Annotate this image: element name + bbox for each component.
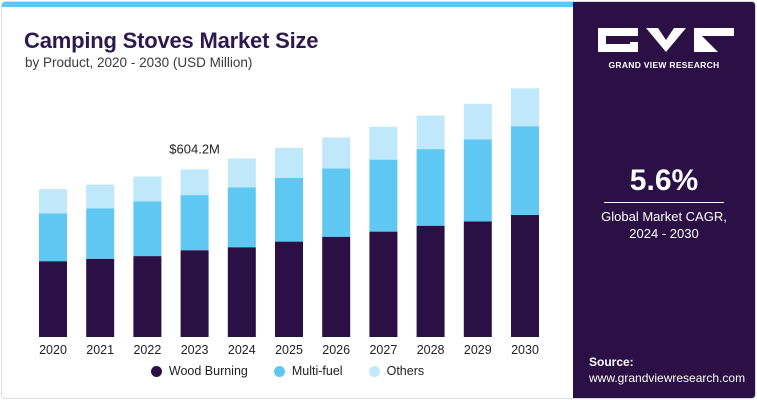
x-tick-label: 2027 xyxy=(369,343,397,357)
bar-multi-fuel-2028 xyxy=(416,149,445,226)
info-sidepanel: GRAND VIEW RESEARCH 5.6% Global Market C… xyxy=(573,2,755,398)
bar-multi-fuel-2021 xyxy=(86,208,115,259)
bar-others-2024 xyxy=(227,158,256,188)
bar-multi-fuel-2023 xyxy=(180,195,209,251)
bar-others-2030 xyxy=(511,88,539,127)
x-tick-label: 2025 xyxy=(275,343,303,357)
x-tick-label: 2022 xyxy=(133,343,161,357)
x-tick-label: 2028 xyxy=(417,343,445,357)
x-tick-label: 2024 xyxy=(228,343,256,357)
bar-others-2025 xyxy=(275,147,303,178)
bar-multi-fuel-2027 xyxy=(369,159,398,232)
bar-wood-burning-2025 xyxy=(275,241,303,337)
gvr-logo-icon xyxy=(598,28,734,52)
bar-others-2027 xyxy=(369,126,398,160)
legend-swatch-others xyxy=(368,365,380,377)
x-tick-label: 2021 xyxy=(86,343,114,357)
bar-others-2028 xyxy=(416,115,445,150)
bar-others-2026 xyxy=(322,137,351,169)
legend-label: Others xyxy=(386,364,425,378)
legend-label: Wood Burning xyxy=(168,364,248,378)
bar-multi-fuel-2029 xyxy=(463,139,492,222)
bar-others-2021 xyxy=(86,184,115,209)
bar-wood-burning-2026 xyxy=(322,236,351,337)
divider xyxy=(604,202,724,203)
bar-others-2020 xyxy=(39,189,67,214)
bar-wood-burning-2030 xyxy=(511,215,539,337)
bar-multi-fuel-2024 xyxy=(227,187,256,248)
source-label: Source: xyxy=(589,355,634,369)
bar-multi-fuel-2025 xyxy=(275,177,303,242)
source-link[interactable]: www.grandviewresearch.com xyxy=(589,371,746,385)
x-tick-label: 2030 xyxy=(511,343,539,357)
bar-others-2029 xyxy=(463,103,492,140)
bar-wood-burning-2021 xyxy=(86,258,115,337)
x-tick-label: 2020 xyxy=(39,343,67,357)
x-tick-label: 2026 xyxy=(322,343,350,357)
bar-wood-burning-2028 xyxy=(416,225,445,337)
chart-subtitle: by Product, 2020 - 2030 (USD Million) xyxy=(25,55,253,70)
legend-item-others: Others xyxy=(368,364,425,378)
bar-others-2022 xyxy=(133,176,162,202)
x-tick-label: 2023 xyxy=(181,343,209,357)
data-annotation-label: $604.2M xyxy=(169,141,220,156)
cagr-value: 5.6% xyxy=(629,164,699,197)
cagr-label: Global Market CAGR, 2024 - 2030 xyxy=(573,208,755,242)
brand-name: GRAND VIEW RESEARCH xyxy=(608,60,720,70)
cagr-label-line1: Global Market CAGR, xyxy=(601,209,727,224)
chart-title: Camping Stoves Market Size xyxy=(24,28,319,53)
x-tick-label: 2029 xyxy=(464,343,492,357)
legend-swatch-wood-burning xyxy=(150,365,162,377)
bar-multi-fuel-2020 xyxy=(39,213,67,262)
bar-multi-fuel-2022 xyxy=(133,201,162,257)
bar-multi-fuel-2026 xyxy=(322,168,351,237)
bar-multi-fuel-2030 xyxy=(511,126,539,215)
stacked-bar-chart: 2020 2021 2022 2023 2024 2025 2026 2027 2028 2029… xyxy=(39,88,539,357)
legend-item-wood-burning: Wood Burning xyxy=(150,364,248,378)
bar-wood-burning-2024 xyxy=(227,247,256,337)
legend-swatch-multi-fuel xyxy=(273,365,285,377)
accent-bar xyxy=(2,2,573,7)
legend-label: Multi-fuel xyxy=(291,364,343,378)
bar-wood-burning-2023 xyxy=(180,250,209,337)
cagr-label-line2: 2024 - 2030 xyxy=(629,226,699,241)
chart-legend: Wood Burning Multi-fuel Others xyxy=(2,364,573,378)
bar-wood-burning-2022 xyxy=(133,256,162,337)
bar-wood-burning-2020 xyxy=(39,261,67,337)
legend-item-multi-fuel: Multi-fuel xyxy=(273,364,343,378)
bar-others-2023 xyxy=(180,169,209,196)
bar-wood-burning-2027 xyxy=(369,231,398,337)
bar-wood-burning-2029 xyxy=(463,221,492,337)
